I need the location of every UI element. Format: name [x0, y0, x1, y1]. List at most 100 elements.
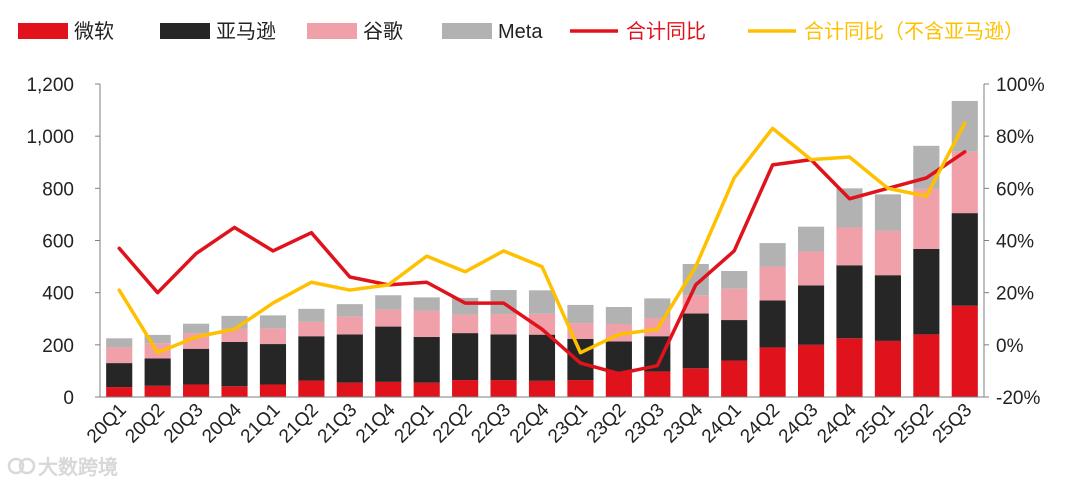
bar-0-23Q4 — [682, 368, 709, 397]
bar-3-22Q2 — [452, 297, 479, 315]
bar-0-24Q4 — [836, 338, 863, 397]
bar-0-24Q1 — [721, 360, 748, 397]
bar-1-23Q2 — [605, 341, 632, 373]
bar-2-24Q4 — [836, 227, 863, 266]
bar-1-20Q3 — [183, 348, 210, 385]
bar-1-24Q3 — [797, 285, 825, 345]
bar-2-25Q2 — [913, 188, 940, 249]
watermark: 大数跨境 — [7, 455, 118, 479]
x-tick-label-23Q2: 23Q2 — [583, 400, 631, 448]
bar-1-25Q3 — [951, 213, 978, 306]
bar-3-23Q2 — [605, 307, 632, 324]
bar-0-22Q1 — [413, 382, 440, 397]
bar-3-21Q3 — [336, 304, 363, 317]
bar-0-25Q3 — [951, 305, 978, 397]
legend-label-2: 谷歌 — [363, 20, 403, 43]
bar-2-21Q3 — [336, 316, 363, 335]
line-series-0 — [117, 150, 967, 376]
bar-2-21Q4 — [375, 309, 402, 327]
y-left-tick-label: 0 — [63, 388, 74, 409]
bar-2-25Q3 — [951, 151, 978, 214]
x-tick-label-25Q2: 25Q2 — [890, 400, 938, 448]
x-tick-label-22Q1: 22Q1 — [391, 400, 439, 448]
bar-2-24Q1 — [721, 288, 748, 321]
legend-label-4: 合计同比 — [626, 20, 706, 43]
bar-1-23Q4 — [682, 313, 709, 369]
legend: 微软 亚马逊 谷歌 Meta 合计同比 合计同比（不含亚马逊） — [18, 20, 1024, 43]
bar-3-21Q2 — [298, 308, 325, 322]
bar-2-20Q1 — [106, 347, 133, 364]
bar-0-21Q1 — [259, 384, 287, 397]
bar-1-22Q4 — [528, 334, 556, 381]
legend-label-0: 微软 — [74, 20, 114, 43]
bar-0-21Q3 — [336, 382, 363, 397]
y-right-tick-label: 80% — [996, 127, 1034, 148]
bar-0-21Q4 — [375, 381, 402, 397]
x-tick-label-24Q2: 24Q2 — [736, 400, 784, 448]
bar-2-22Q1 — [413, 310, 440, 338]
y-right-tick-label: -20% — [996, 388, 1040, 409]
bar-3-21Q4 — [375, 295, 402, 310]
y-right-tick-label: 40% — [996, 232, 1034, 253]
y-right-tick-label: 20% — [996, 284, 1034, 305]
y-right-tick-label: 60% — [996, 179, 1034, 200]
bar-3-20Q3 — [183, 323, 210, 334]
legend-swatch-3 — [442, 23, 492, 39]
bar-3-20Q1 — [106, 338, 133, 348]
bar-0-20Q4 — [221, 386, 248, 397]
bar-1-24Q2 — [759, 300, 786, 348]
bar-3-22Q1 — [413, 297, 440, 311]
line-series-group — [117, 121, 967, 376]
bar-3-25Q1 — [874, 194, 901, 231]
bar-1-25Q2 — [913, 248, 940, 335]
x-tick-label-20Q3: 20Q3 — [160, 400, 208, 448]
bar-0-22Q4 — [528, 380, 556, 397]
x-tick-label-21Q4: 21Q4 — [352, 399, 400, 447]
bar-2-24Q3 — [797, 251, 825, 286]
y-right-tick-label: 0% — [996, 336, 1024, 357]
bar-1-21Q3 — [336, 334, 363, 383]
bar-2-24Q2 — [759, 266, 786, 301]
bar-1-22Q3 — [490, 334, 517, 381]
bar-series-group — [106, 100, 978, 397]
watermark-logo-icon — [7, 457, 36, 475]
x-tick-label-21Q3: 21Q3 — [314, 400, 362, 448]
bar-1-25Q1 — [874, 275, 901, 341]
bar-2-21Q1 — [259, 328, 287, 345]
legend-swatch-2 — [307, 23, 357, 39]
bar-2-25Q1 — [874, 230, 901, 276]
bar-2-21Q2 — [298, 321, 325, 337]
bar-0-24Q2 — [759, 347, 786, 397]
bar-0-20Q2 — [144, 385, 171, 397]
y-left-tick-label: 800 — [42, 179, 74, 200]
x-tick-label-24Q1: 24Q1 — [698, 400, 746, 448]
y-left-tick-label: 600 — [42, 232, 74, 253]
bar-3-24Q2 — [759, 243, 786, 267]
y-left-tick-label: 1,000 — [26, 127, 74, 148]
bar-0-23Q3 — [644, 371, 671, 397]
bar-0-21Q2 — [298, 380, 325, 397]
x-tick-label-21Q2: 21Q2 — [275, 400, 323, 448]
bar-1-22Q2 — [452, 333, 479, 381]
bar-0-25Q1 — [874, 340, 901, 397]
x-tick-label-23Q4: 23Q4 — [660, 399, 708, 447]
bar-1-24Q1 — [721, 320, 748, 361]
bar-1-21Q4 — [375, 326, 402, 382]
x-tick-label-22Q4: 22Q4 — [506, 399, 554, 447]
x-tick-label-23Q3: 23Q3 — [621, 400, 669, 448]
bar-0-20Q3 — [183, 384, 210, 397]
bar-3-21Q1 — [259, 315, 287, 329]
bar-3-24Q4 — [836, 188, 863, 228]
x-tick-label-21Q1: 21Q1 — [237, 400, 285, 448]
y-right-tick-label: 100% — [996, 75, 1045, 96]
bar-1-22Q1 — [413, 337, 440, 383]
legend-swatch-1 — [160, 23, 210, 39]
bar-2-22Q2 — [452, 314, 479, 334]
x-tick-label-20Q4: 20Q4 — [198, 399, 246, 447]
watermark-text: 大数跨境 — [38, 455, 118, 479]
bar-3-23Q1 — [567, 304, 594, 324]
x-tick-label-24Q4: 24Q4 — [813, 399, 861, 447]
bar-3-24Q3 — [797, 226, 825, 252]
